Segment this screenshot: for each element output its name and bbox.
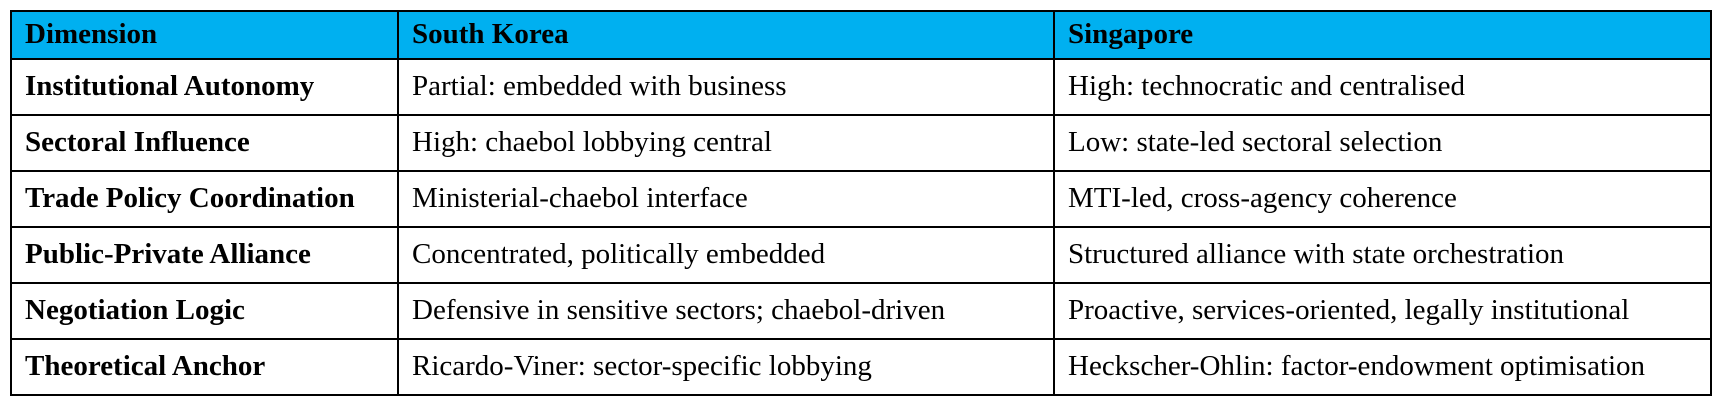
column-header-south-korea: South Korea (397, 10, 1055, 60)
table-row: Sectoral Influence High: chaebol lobbyin… (10, 114, 1712, 172)
cell-singapore: Low: state-led sectoral selection (1053, 114, 1712, 172)
table-row: Institutional Autonomy Partial: embedded… (10, 58, 1712, 116)
cell-dimension: Negotiation Logic (10, 282, 399, 340)
column-header-dimension: Dimension (10, 10, 399, 60)
column-header-singapore: Singapore (1053, 10, 1712, 60)
cell-dimension: Sectoral Influence (10, 114, 399, 172)
cell-south-korea: Partial: embedded with business (397, 58, 1055, 116)
cell-dimension: Public-Private Alliance (10, 226, 399, 284)
cell-south-korea: Ministerial-chaebol interface (397, 170, 1055, 228)
cell-dimension: Theoretical Anchor (10, 338, 399, 396)
cell-singapore: High: technocratic and centralised (1053, 58, 1712, 116)
cell-singapore: Structured alliance with state orchestra… (1053, 226, 1712, 284)
cell-dimension: Trade Policy Coordination (10, 170, 399, 228)
cell-dimension: Institutional Autonomy (10, 58, 399, 116)
table-row: Trade Policy Coordination Ministerial-ch… (10, 170, 1712, 228)
cell-singapore: Proactive, services-oriented, legally in… (1053, 282, 1712, 340)
comparison-table: Dimension South Korea Singapore Institut… (10, 10, 1712, 396)
cell-south-korea: High: chaebol lobbying central (397, 114, 1055, 172)
table-row: Public-Private Alliance Concentrated, po… (10, 226, 1712, 284)
cell-singapore: Heckscher-Ohlin: factor-endowment optimi… (1053, 338, 1712, 396)
cell-south-korea: Ricardo-Viner: sector-specific lobbying (397, 338, 1055, 396)
cell-south-korea: Concentrated, politically embedded (397, 226, 1055, 284)
cell-south-korea: Defensive in sensitive sectors; chaebol-… (397, 282, 1055, 340)
table-row: Negotiation Logic Defensive in sensitive… (10, 282, 1712, 340)
cell-singapore: MTI-led, cross-agency coherence (1053, 170, 1712, 228)
table-header-row: Dimension South Korea Singapore (10, 10, 1712, 60)
table-row: Theoretical Anchor Ricardo-Viner: sector… (10, 338, 1712, 396)
